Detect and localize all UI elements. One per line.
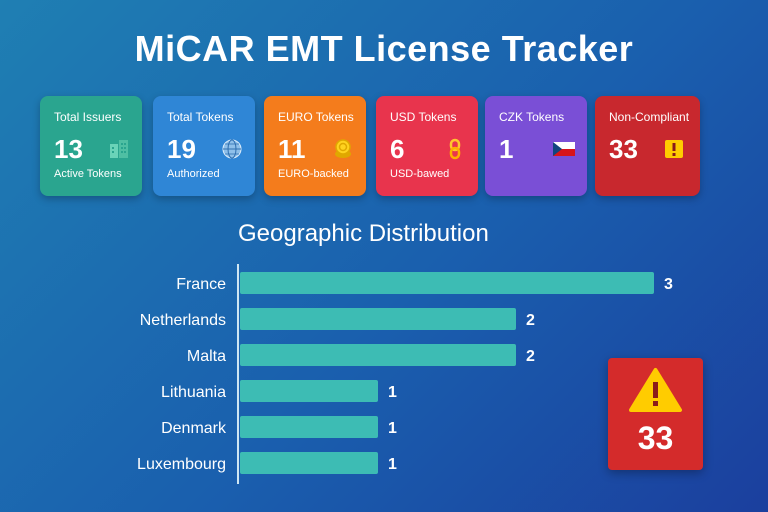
card-subtext: Active Tokens (54, 168, 122, 180)
geographic-bar-chart: France 3 Netherlands 2 Malta 2 Lithuania 1 Denma… (137, 264, 673, 484)
category-label: Malta (187, 348, 226, 365)
card-value: 19 (167, 134, 196, 164)
value-label: 1 (388, 420, 397, 437)
alert-value: 33 (637, 420, 674, 456)
card-value: 1 (499, 134, 514, 164)
value-label: 1 (388, 456, 397, 473)
card-subtext: Authorized (167, 168, 220, 180)
warning-icon (629, 368, 682, 412)
bar-france (240, 272, 654, 294)
card-value: 33 (609, 134, 638, 164)
coin-icon (335, 139, 351, 158)
category-label: France (176, 276, 226, 293)
value-label: 3 (664, 276, 673, 293)
card-subtext: USD-bawed (390, 168, 450, 180)
card-label: Total Tokens (167, 110, 234, 124)
building-icon (110, 140, 128, 158)
alert-card[interactable]: 33 (608, 358, 703, 470)
category-label: Denmark (161, 420, 227, 437)
card-total-tokens[interactable]: Total Tokens 19 Authorized (153, 96, 255, 196)
page-title: MiCAR EMT License Tracker (134, 28, 634, 69)
warning-icon (665, 140, 683, 158)
card-label: EURO Tokens (278, 110, 354, 124)
card-subtext: EURO-backed (278, 168, 349, 180)
card-label: Non-Compliant (609, 110, 690, 124)
bar-denmark (240, 416, 378, 438)
card-total-issuers[interactable]: Total Issuers 13 Active Tokens (40, 96, 142, 196)
section-title: Geographic Distribution (238, 220, 489, 247)
card-usd-tokens[interactable]: USD Tokens 6 USD-bawed (376, 96, 478, 196)
bar-netherlands (240, 308, 516, 330)
bar-lithuania (240, 380, 378, 402)
value-label: 2 (526, 348, 535, 365)
value-label: 1 (388, 384, 397, 401)
card-value: 13 (54, 134, 83, 164)
card-euro-tokens[interactable]: EURO Tokens 11 EURO-backed (264, 96, 366, 196)
chain-link-icon (449, 138, 461, 160)
card-label: Total Issuers (54, 110, 122, 124)
card-value: 6 (390, 134, 405, 164)
bar-malta (240, 344, 516, 366)
card-non-compliant[interactable]: Non-Compliant 33 (595, 96, 700, 196)
card-label: CZK Tokens (499, 110, 565, 124)
category-label: Lithuania (161, 384, 226, 401)
czech-flag-icon (553, 142, 575, 156)
category-label: Netherlands (140, 312, 226, 329)
card-czk-tokens[interactable]: CZK Tokens 1 (485, 96, 587, 196)
bar-luxembourg (240, 452, 378, 474)
card-label: USD Tokens (390, 110, 457, 124)
category-label: Luxembourg (137, 456, 226, 473)
value-label: 2 (526, 312, 535, 329)
globe-icon (222, 139, 242, 159)
summary-cards: Total Issuers 13 Active Tokens Total Tok… (40, 96, 728, 196)
card-value: 11 (278, 134, 306, 164)
